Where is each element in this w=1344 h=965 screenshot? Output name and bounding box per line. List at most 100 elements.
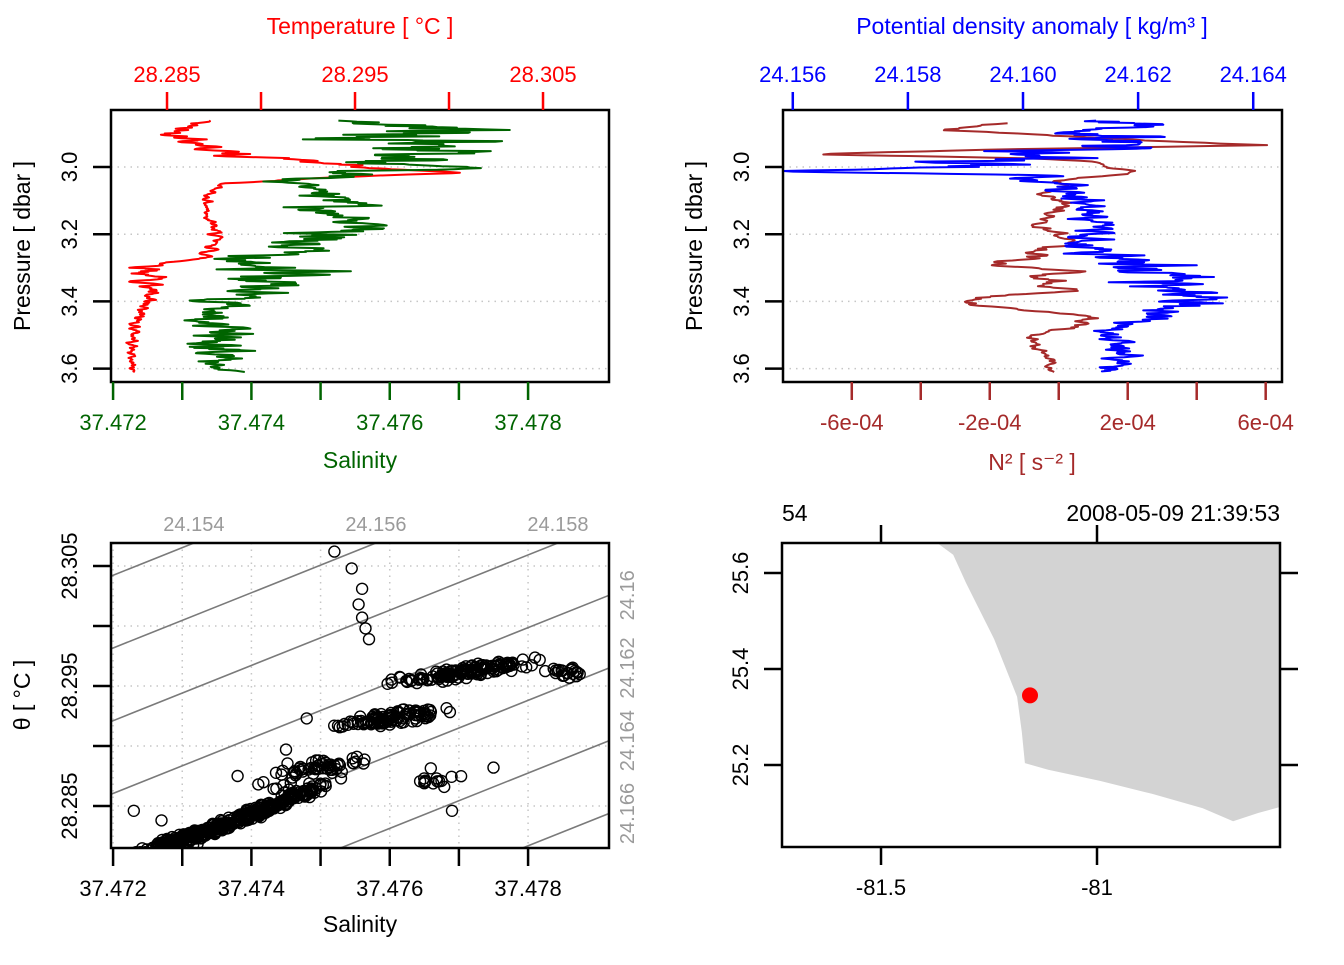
- ts-point: [150, 840, 163, 848]
- tick-label: 24.162: [1104, 62, 1171, 87]
- tick-label: 3.2: [729, 219, 754, 250]
- ts-point: [426, 670, 439, 683]
- temperature-axis-title: Temperature [ °C ]: [267, 13, 454, 39]
- ts-point: [500, 660, 513, 674]
- tick-label: 3.0: [729, 152, 754, 183]
- pressure-axis-title: Pressure [ dbar ]: [9, 161, 35, 331]
- tick-label: 3.0: [57, 152, 82, 183]
- density-axis-title: Potential density anomaly [ kg/m³ ]: [856, 13, 1208, 39]
- ts-point: [528, 651, 542, 664]
- ts-point: [344, 715, 357, 728]
- ts-point: [150, 843, 163, 848]
- salinity-axis-title: Salinity: [323, 447, 398, 473]
- n2-axis-title: N² [ s⁻² ]: [988, 449, 1076, 475]
- salinity-axis-title: Salinity: [323, 911, 398, 937]
- ts-point: [357, 718, 370, 731]
- ts-point: [400, 674, 413, 687]
- ts-point: [393, 714, 407, 727]
- ts-point: [561, 666, 575, 680]
- tick-label: 28.295: [57, 652, 82, 719]
- axes: -81.5 -81 25.2 25.4 25.6: [728, 525, 1298, 900]
- ts-point: [310, 761, 323, 775]
- ts-point: [127, 804, 141, 817]
- ts-scatter-and-isopycnals: [111, 543, 609, 864]
- ts-point: [286, 771, 299, 784]
- plot-frame: [109, 108, 611, 384]
- theta-axis-title: θ [ °C ]: [9, 660, 35, 731]
- isopycnal-top-label: 24.154: [163, 514, 224, 536]
- ts-point: [362, 633, 376, 646]
- ts-point: [305, 786, 318, 799]
- ts-point: [140, 843, 153, 848]
- pressure-axis-title: Pressure [ dbar ]: [681, 161, 707, 331]
- panel-density-n2-profile: 24.156 24.158 24.160 24.162 24.164 -6e-04 -2e-…: [681, 13, 1294, 475]
- ts-point: [277, 779, 290, 792]
- tick-label: 28.285: [133, 62, 200, 87]
- ts-point: [391, 705, 404, 718]
- ts-point: [254, 811, 268, 824]
- tick-label: 28.295: [321, 62, 388, 87]
- tick-label: 37.474: [218, 876, 285, 901]
- panel-temperature-salinity-profile: 28.285 28.295 28.305 37.472 37.474 37.476 37.4…: [9, 13, 611, 473]
- ts-point: [331, 719, 345, 732]
- ts-point: [555, 664, 568, 677]
- ts-point: [239, 811, 252, 825]
- ts-point: [300, 712, 313, 725]
- tick-label: -81: [1081, 875, 1113, 900]
- ts-point: [345, 562, 358, 575]
- axes: 24.156 24.158 24.160 24.162 24.164 -6e-04 -2e-…: [729, 62, 1294, 435]
- ts-point: [188, 824, 201, 837]
- ts-point: [440, 702, 453, 715]
- ts-point: [357, 757, 370, 770]
- tick-label: 3.6: [729, 353, 754, 384]
- ts-point: [240, 804, 254, 818]
- ts-point: [231, 769, 244, 783]
- ts-point: [480, 659, 493, 672]
- panel-station-map: -81.5 -81 25.2 25.4 25.6 54 2008-05-09 21:39…: [728, 500, 1298, 900]
- isopycnal-top-label: 24.156: [345, 514, 406, 536]
- ts-point: [460, 665, 474, 678]
- map-content: [937, 543, 1280, 822]
- density-curve: [783, 119, 1229, 373]
- axes: 37.472 37.474 37.476 37.478 28.285 28.295 28.3…: [57, 532, 562, 901]
- profile-curves: [783, 119, 1269, 373]
- ts-point: [276, 764, 289, 777]
- tick-label: 25.2: [728, 744, 753, 787]
- tick-label: 24.156: [759, 62, 826, 87]
- ts-point: [440, 669, 453, 682]
- ts-point: [402, 672, 416, 686]
- isopycnal-right-label: 24.164: [617, 710, 639, 771]
- pressure-gridlines: [111, 166, 609, 370]
- tick-label: 3.4: [729, 286, 754, 317]
- ts-point: [393, 670, 406, 684]
- ts-point: [135, 846, 145, 848]
- ts-point: [208, 822, 222, 835]
- ts-point: [270, 782, 283, 795]
- ts-point: [290, 767, 303, 780]
- tick-label: -6e-04: [820, 410, 884, 435]
- isopycnal-line: [111, 543, 197, 577]
- tick-label: 24.164: [1220, 62, 1287, 87]
- tick-label: 37.476: [356, 410, 423, 435]
- salinity-curve: [183, 119, 511, 373]
- ts-point: [422, 710, 435, 724]
- tick-label: 3.4: [57, 286, 82, 317]
- tick-label: 37.476: [356, 876, 423, 901]
- ts-point: [131, 850, 142, 861]
- ts-point: [516, 653, 529, 666]
- ts-point: [355, 582, 369, 595]
- ts-point: [140, 846, 150, 848]
- ts-point: [260, 799, 273, 813]
- ts-point: [359, 622, 372, 635]
- ts-point: [486, 662, 499, 675]
- isopycnal-line: [156, 667, 609, 848]
- tick-label: 28.305: [57, 532, 82, 599]
- ts-point: [445, 804, 459, 817]
- ts-point: [128, 853, 139, 864]
- tick-label: 2e-04: [1100, 410, 1156, 435]
- ts-point: [487, 761, 500, 774]
- tick-label: 3.2: [57, 219, 82, 250]
- ts-point: [500, 657, 513, 670]
- ts-point: [454, 770, 468, 783]
